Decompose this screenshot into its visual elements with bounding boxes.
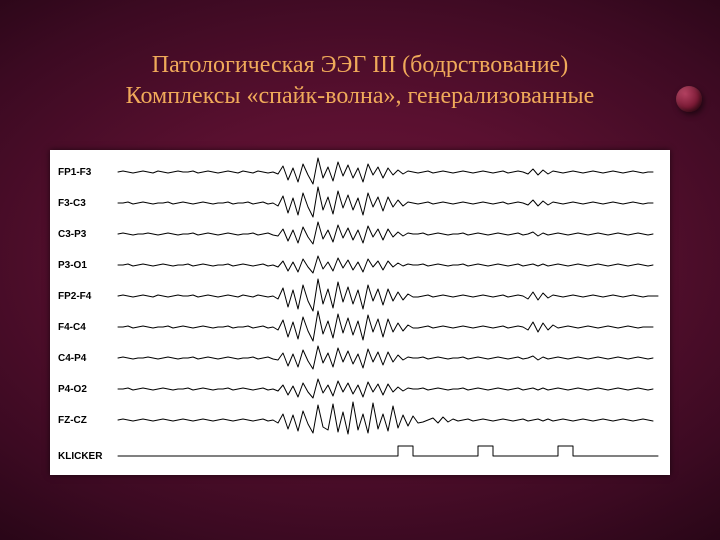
bullet-decor (676, 86, 702, 112)
title-line-1: Патологическая ЭЭГ III (бодрствование) (0, 50, 720, 81)
eeg-channel-p4-o2 (118, 379, 653, 398)
eeg-channel-f3-c3 (118, 187, 653, 217)
title-line-2: Комплексы «спайк-волна», генерализованны… (0, 81, 720, 112)
svg-text:FP2-F4: FP2-F4 (58, 291, 92, 302)
eeg-channel-fz-cz (118, 402, 653, 434)
eeg-channel-p3-o1 (118, 256, 653, 273)
svg-text:C4-P4: C4-P4 (58, 353, 87, 364)
svg-text:C3-P3: C3-P3 (58, 229, 87, 240)
svg-text:F3-C3: F3-C3 (58, 198, 86, 209)
eeg-channel-f4-c4 (118, 311, 653, 341)
slide-root: Патологическая ЭЭГ III (бодрствование) К… (0, 0, 720, 540)
svg-text:FP1-F3: FP1-F3 (58, 167, 92, 178)
slide-title: Патологическая ЭЭГ III (бодрствование) К… (0, 50, 720, 112)
eeg-channel-fp1-f3 (118, 158, 653, 184)
svg-text:KLICKER: KLICKER (58, 451, 103, 462)
eeg-channel-c4-p4 (118, 346, 653, 369)
eeg-channel-c3-p3 (118, 222, 653, 244)
svg-text:F4-C4: F4-C4 (58, 322, 86, 333)
svg-text:FZ-CZ: FZ-CZ (58, 415, 87, 426)
eeg-svg: FP1-F3 F3-C3 C3-P3 P3-O1 FP2-F4 F4-C4 C4-P4 P4-… (50, 150, 670, 475)
eeg-panel: FP1-F3 F3-C3 C3-P3 P3-O1 FP2-F4 F4-C4 C4-P4 P4-… (50, 150, 670, 475)
svg-text:P4-O2: P4-O2 (58, 384, 87, 395)
svg-text:P3-O1: P3-O1 (58, 260, 87, 271)
eeg-channel-fp2-f4 (118, 279, 658, 311)
klicker-trace (118, 446, 658, 456)
